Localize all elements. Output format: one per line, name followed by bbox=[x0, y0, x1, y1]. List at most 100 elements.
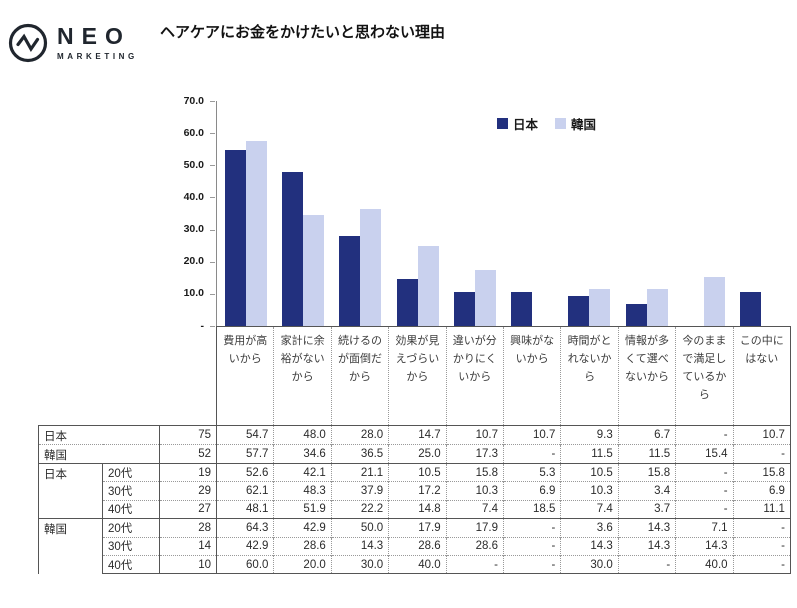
legend-swatch-japan bbox=[497, 118, 508, 129]
value-cell: 7.4 bbox=[560, 499, 619, 519]
table-row: 韓国 20代 28 64.3 42.9 50.0 17.9 17.9-3.6 14.3 7.1- bbox=[38, 518, 791, 574]
y-axis-label: 50.0 bbox=[183, 158, 204, 171]
bar-japan bbox=[281, 171, 303, 326]
bar-korea bbox=[302, 214, 324, 326]
value-cell: 40.0 bbox=[388, 554, 447, 575]
value-cell: - bbox=[503, 554, 562, 575]
value-cell: 42.9 bbox=[216, 536, 275, 556]
value-cell: 30.0 bbox=[560, 554, 619, 575]
bar-korea bbox=[245, 140, 267, 326]
value-cell: 14.3 bbox=[618, 536, 677, 556]
column-header: 費用が高いから bbox=[216, 326, 275, 426]
bar-japan bbox=[511, 291, 533, 326]
table-row: 30代 29 62.1 48.3 37.9 17.2 10.3 6.9 10.3 3.4-6.9 bbox=[39, 481, 791, 501]
n-cell: 29 bbox=[159, 481, 218, 501]
value-cell: 10.3 bbox=[560, 481, 619, 501]
value-cell: 9.3 bbox=[560, 425, 619, 445]
value-cell: - bbox=[503, 518, 562, 538]
value-cell: 14.3 bbox=[675, 536, 734, 556]
bar-japan bbox=[625, 304, 647, 326]
plot-area: 日本 韓国 bbox=[216, 101, 790, 326]
y-axis-tick bbox=[210, 101, 215, 102]
value-cell: 25.0 bbox=[388, 444, 447, 464]
bar-group bbox=[389, 101, 446, 326]
value-cell: - bbox=[733, 518, 791, 538]
y-axis-label: 30.0 bbox=[183, 223, 204, 236]
n-cell: 19 bbox=[159, 462, 218, 482]
value-cell: 51.9 bbox=[273, 499, 332, 519]
bar-japan bbox=[224, 150, 246, 326]
table-header: 費用が高いから 家計に余裕がないから 続けるのが面倒だから 効果が見えづらいから 違いが… bbox=[39, 326, 791, 426]
value-cell: 17.3 bbox=[446, 444, 504, 464]
value-cell: - bbox=[733, 536, 791, 556]
value-cell: 50.0 bbox=[331, 518, 390, 538]
y-axis-tick bbox=[210, 165, 215, 167]
value-cell: 14.3 bbox=[618, 518, 677, 538]
value-cell: 5.3 bbox=[503, 462, 562, 482]
value-cell: 7.4 bbox=[446, 499, 504, 519]
logo-name: NEO bbox=[57, 23, 131, 49]
value-cell: 48.1 bbox=[216, 499, 275, 519]
legend-item-korea: 韓国 bbox=[555, 114, 596, 133]
column-header: 時間がとれないから bbox=[560, 326, 619, 426]
bar-group bbox=[503, 101, 560, 326]
column-header: 今のままで満足しているから bbox=[675, 326, 734, 426]
value-cell: 6.9 bbox=[503, 481, 562, 501]
value-cell: 54.7 bbox=[216, 425, 275, 445]
bar-group bbox=[446, 101, 503, 326]
value-cell: 17.9 bbox=[446, 518, 504, 538]
bar-korea bbox=[646, 289, 668, 326]
y-axis-tick bbox=[210, 326, 215, 327]
bar-korea bbox=[704, 276, 726, 326]
data-table: 費用が高いから 家計に余裕がないから 続けるのが面倒だから 効果が見えづらいから 違いが… bbox=[38, 326, 791, 575]
value-cell: 28.6 bbox=[273, 536, 332, 556]
table-row: 40代 27 48.1 51.9 22.2 14.8 7.4 18.5 7.4 3.7-11.1 bbox=[39, 499, 791, 519]
value-cell: 64.3 bbox=[216, 518, 275, 538]
value-cell: 21.1 bbox=[331, 462, 390, 482]
value-cell: 3.6 bbox=[560, 518, 619, 538]
logo-text: NEO MARKETING bbox=[57, 23, 138, 62]
y-axis-tick bbox=[210, 197, 215, 199]
value-cell: - bbox=[733, 444, 791, 464]
y-axis-label: - bbox=[200, 319, 205, 332]
bar-japan bbox=[339, 236, 361, 326]
group-cell: 韓国 bbox=[38, 518, 103, 574]
bar-korea bbox=[589, 289, 611, 326]
n-cell: 27 bbox=[159, 499, 218, 519]
y-axis-label: 70.0 bbox=[183, 94, 204, 107]
group-cell: 韓国 bbox=[38, 444, 160, 464]
logo-pulse-icon bbox=[8, 23, 48, 63]
value-cell: 11.1 bbox=[733, 499, 791, 519]
value-cell: 36.5 bbox=[331, 444, 390, 464]
bar-group bbox=[217, 101, 274, 326]
column-header: 違いが分かりにくいから bbox=[446, 326, 504, 426]
column-header: 家計に余裕がないから bbox=[273, 326, 332, 426]
value-cell: 3.4 bbox=[618, 481, 677, 501]
legend-swatch-korea bbox=[555, 118, 567, 129]
value-cell: 52.6 bbox=[216, 462, 275, 482]
value-cell: - bbox=[675, 425, 734, 445]
bar-group bbox=[561, 101, 618, 326]
value-cell: 10.7 bbox=[733, 425, 791, 445]
value-cell: 11.5 bbox=[618, 444, 677, 464]
bar-japan bbox=[568, 296, 590, 326]
y-axis-label: 40.0 bbox=[183, 190, 204, 203]
value-cell: 28.0 bbox=[331, 425, 390, 445]
value-cell: 18.5 bbox=[503, 499, 562, 519]
legend-label: 日本 bbox=[513, 118, 539, 132]
value-cell: 10.5 bbox=[388, 462, 447, 482]
y-axis-tick bbox=[210, 261, 215, 263]
value-cell: 57.7 bbox=[216, 444, 275, 464]
value-cell: 48.3 bbox=[273, 481, 332, 501]
subgroup-cell: 20代 bbox=[102, 518, 160, 538]
value-cell: 48.0 bbox=[273, 425, 332, 445]
y-axis-tick bbox=[210, 293, 215, 295]
legend-item-japan: 日本 bbox=[497, 114, 538, 133]
value-cell: 22.2 bbox=[331, 499, 390, 519]
y-axis-tick bbox=[210, 229, 215, 231]
table-row: 日本 75 54.7 48.0 28.0 14.7 10.7 10.7 9.3 6.7-10.7 bbox=[38, 425, 791, 445]
value-cell: 15.8 bbox=[446, 462, 504, 482]
table-body: 日本 75 54.7 48.0 28.0 14.7 10.7 10.7 9.3 6.7-10.7 韓… bbox=[38, 425, 791, 575]
group-cell: 日本 bbox=[38, 425, 160, 445]
n-cell: 14 bbox=[159, 536, 218, 556]
